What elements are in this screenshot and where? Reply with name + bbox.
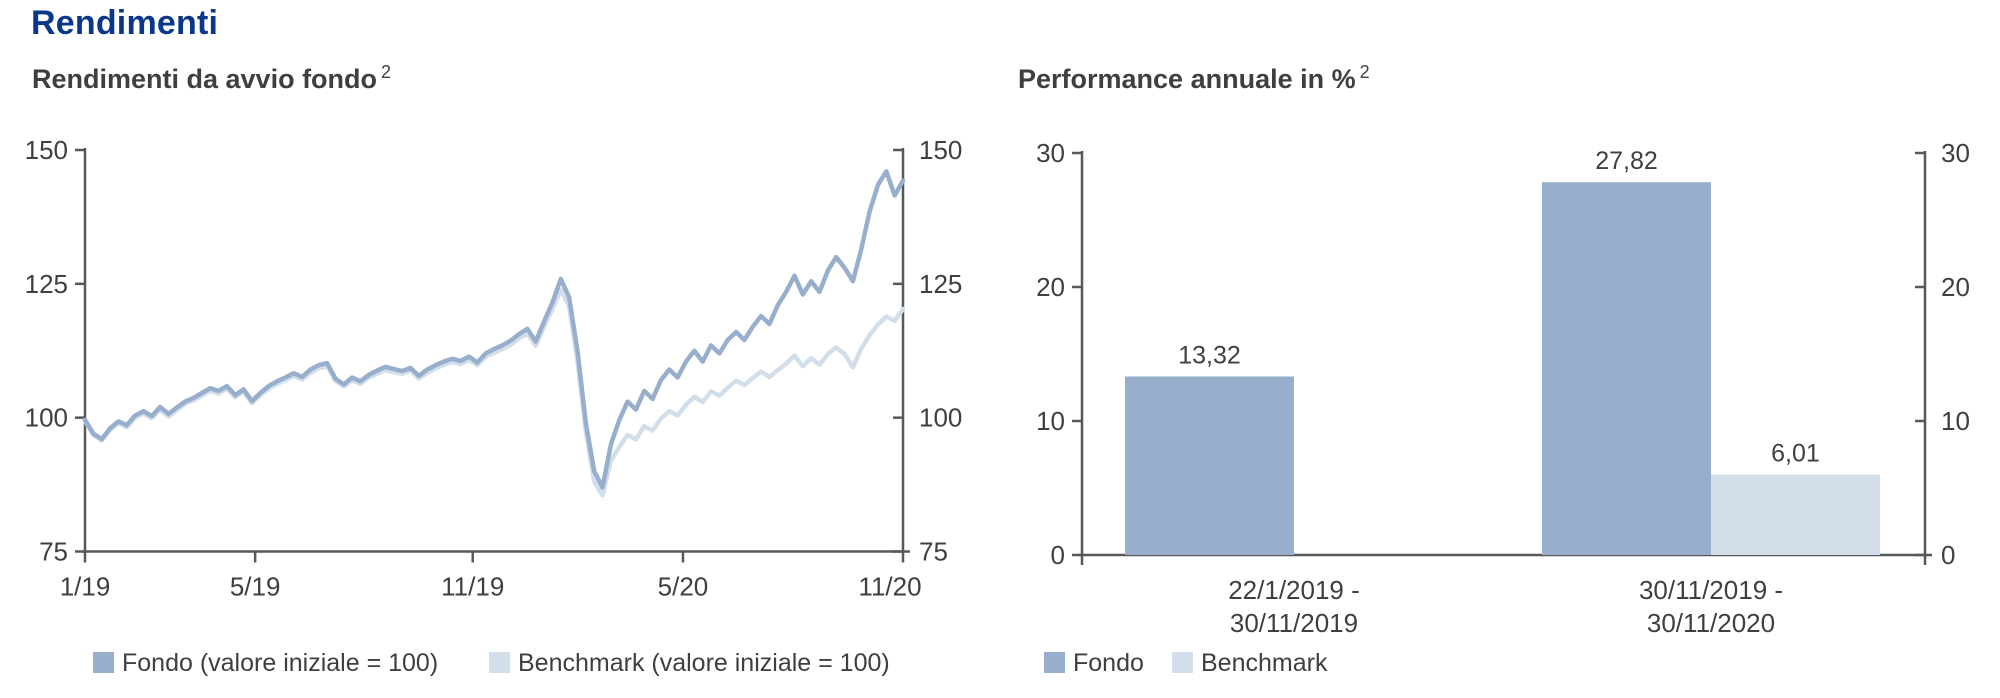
y-tick-label-right: 0	[1941, 540, 1955, 570]
y-tick-label-right: 75	[919, 537, 948, 567]
legend-swatch-fondo	[1044, 652, 1065, 673]
bar-chart: 0 0 10 10 20 20 30 30 13,32 27,82 6,01 22/1/2019 -3…	[1036, 138, 1970, 677]
y-tick-label-right: 30	[1941, 138, 1970, 168]
category-label-1: 30/11/2019 -30/11/2020	[1639, 575, 1783, 638]
x-tick-label: 1/19	[60, 572, 111, 602]
bar-chart-title: Performance annuale in % 2	[1018, 62, 1370, 95]
x-tick-label: 5/19	[230, 572, 281, 602]
y-tick-label-right: 100	[919, 403, 962, 433]
legend-label-fondo: Fondo (valore iniziale = 100)	[122, 649, 438, 677]
bar-chart-title-footnote: 2	[1359, 62, 1370, 82]
x-tick-label: 11/19	[441, 572, 504, 602]
y-tick-label-left: 30	[1036, 138, 1065, 168]
bar-value-label-benchmark-1: 6,01	[1771, 439, 1820, 467]
line-chart: 75 75 100 100 125 125 150 150 1/19 5/19 11/19 5/20 1…	[25, 135, 963, 677]
category-label-0: 22/1/2019 -30/11/2019	[1228, 575, 1360, 638]
y-tick-label-right: 10	[1941, 406, 1970, 436]
x-tick-label: 5/20	[658, 572, 709, 602]
y-tick-label-left: 100	[25, 403, 68, 433]
line-chart-title-footnote: 2	[381, 62, 392, 82]
bar-fondo-0	[1125, 376, 1294, 555]
benchmark-line	[82, 287, 906, 498]
bar-value-label-fondo-0: 13,32	[1178, 342, 1241, 370]
page-title-text: Rendimenti	[31, 4, 219, 42]
bar-fondo-1	[1542, 182, 1711, 555]
legend-label-fondo: Fondo	[1073, 649, 1144, 677]
legend-label-benchmark: Benchmark (valore iniziale = 100)	[518, 649, 890, 677]
legend-swatch-benchmark	[1172, 652, 1193, 673]
bar-benchmark-1	[1711, 474, 1880, 555]
legend-label-benchmark: Benchmark	[1201, 649, 1328, 677]
y-tick-label-left: 150	[25, 135, 68, 165]
x-tick-label: 11/20	[858, 572, 921, 602]
bar-value-label-fondo-1: 27,82	[1595, 147, 1658, 175]
line-chart-title-text: Rendimenti da avvio fondo	[32, 64, 378, 94]
y-tick-label-right: 20	[1941, 272, 1970, 302]
legend-swatch-benchmark	[489, 652, 510, 673]
y-tick-label-left: 75	[39, 537, 68, 567]
page-title: Rendimenti	[31, 4, 218, 43]
y-tick-label-left: 0	[1051, 540, 1065, 570]
legend-swatch-fondo	[93, 652, 114, 673]
y-tick-label-left: 10	[1036, 406, 1065, 436]
bar-chart-title-text: Performance annuale in %	[1018, 64, 1356, 94]
y-tick-label-right: 150	[919, 135, 962, 165]
y-tick-label-left: 20	[1036, 272, 1065, 302]
line-chart-title: Rendimenti da avvio fondo 2	[32, 62, 391, 95]
fondo-line	[82, 169, 906, 490]
y-tick-label-right: 125	[919, 269, 962, 299]
y-tick-label-left: 125	[25, 269, 68, 299]
